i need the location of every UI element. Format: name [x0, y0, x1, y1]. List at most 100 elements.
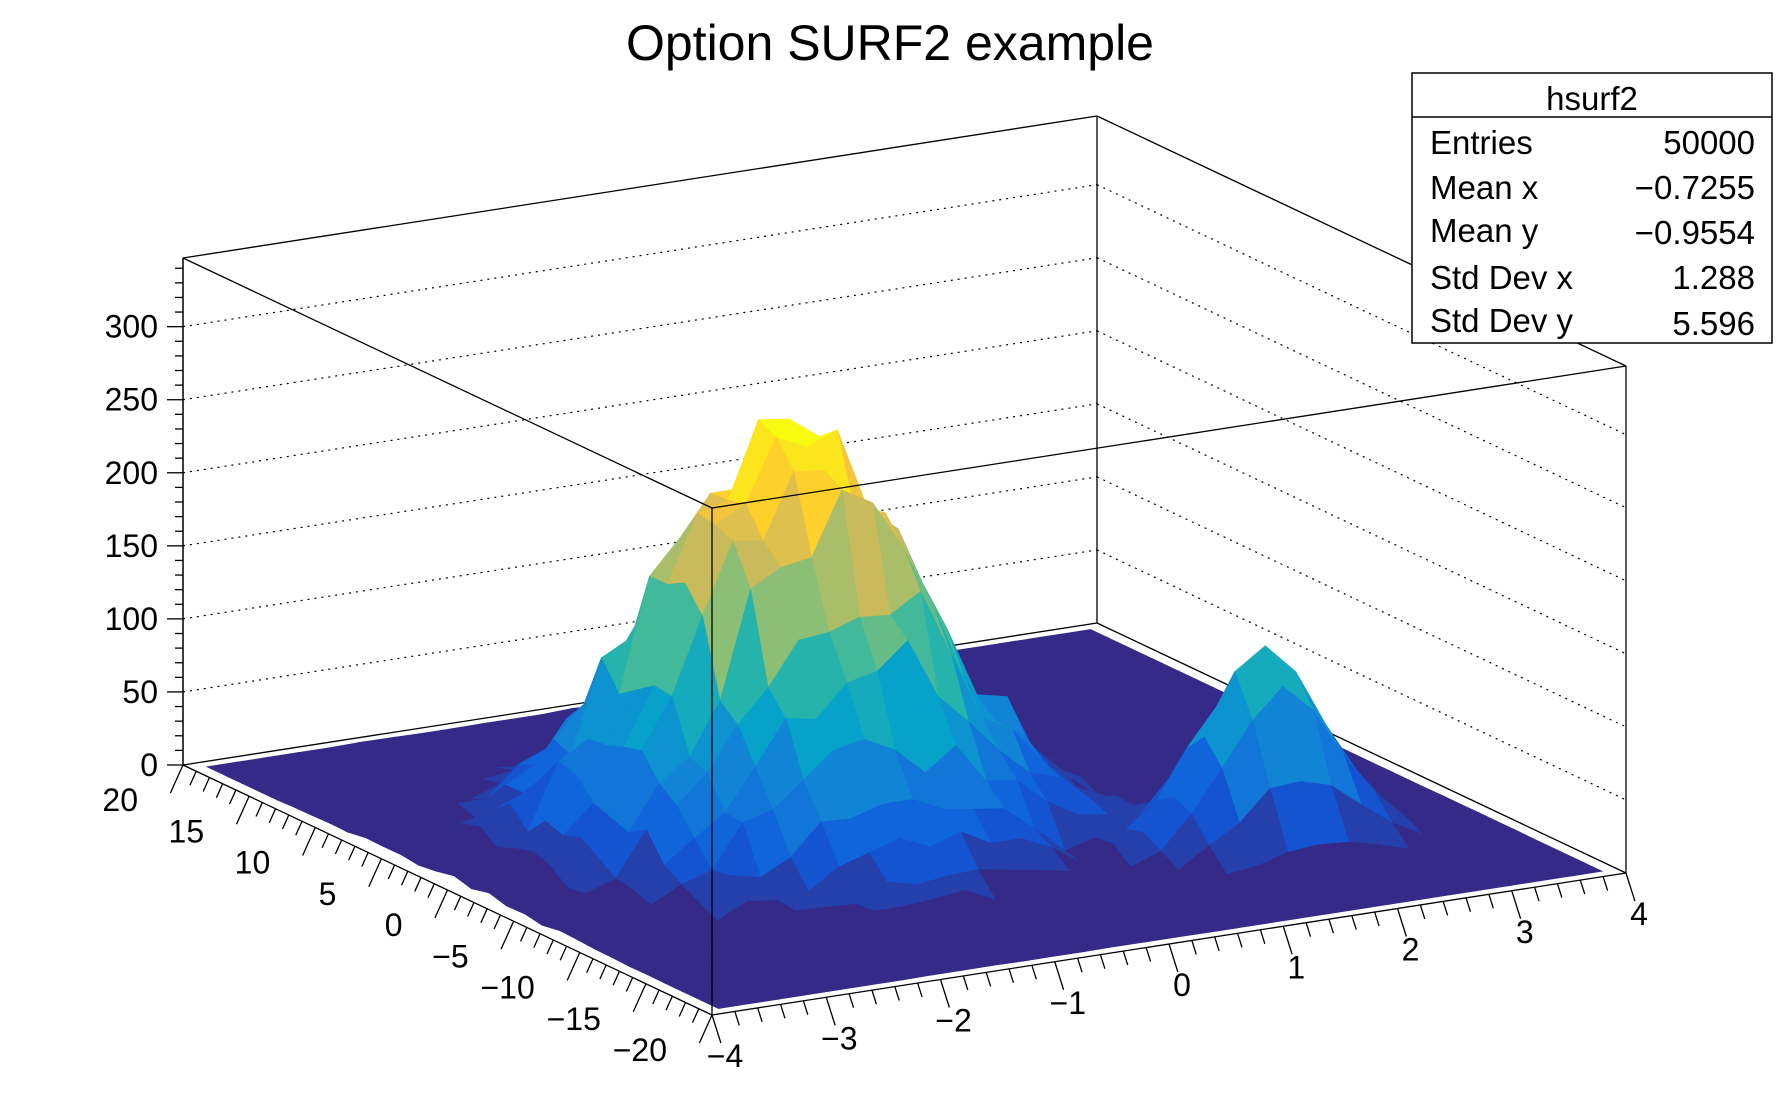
x-tick-label: 4 [1630, 896, 1648, 932]
y-tick-label: 5 [319, 876, 337, 912]
top-edge [182, 115, 1098, 259]
y-major-tick [500, 920, 515, 950]
x-minor-tick [1374, 911, 1380, 927]
x-minor-tick [1122, 950, 1129, 966]
y-minor-tick [546, 939, 554, 955]
top-edge [182, 257, 713, 509]
z-tick-label: 100 [105, 601, 158, 637]
z-tick-label: 200 [105, 455, 158, 491]
y-tick-label: 10 [235, 845, 271, 881]
stats-box[interactable]: hsurf2 Entries 50000 Mean x −0.7255 Mean… [1411, 72, 1773, 344]
y-minor-tick [612, 970, 621, 986]
y-minor-tick [480, 908, 488, 924]
x-minor-tick [734, 1011, 740, 1026]
y-minor-tick [493, 914, 501, 930]
y-minor-tick [189, 770, 197, 786]
x-minor-tick [1236, 933, 1243, 948]
y-minor-tick [295, 820, 303, 836]
y-minor-tick [467, 902, 475, 917]
x-minor-tick [1191, 940, 1197, 955]
stats-label-stddev-y: Std Dev y [1430, 302, 1574, 339]
x-minor-tick [1442, 901, 1449, 916]
stats-label-mean-y: Mean y [1430, 212, 1539, 249]
stats-value-stddev-x: 1.288 [1672, 259, 1755, 296]
y-tick-label: −10 [480, 970, 534, 1006]
z-tick-label: 50 [122, 674, 158, 710]
y-minor-tick [202, 777, 211, 792]
x-major-tick [1282, 926, 1293, 955]
y-major-tick [632, 983, 647, 1013]
y-minor-tick [321, 833, 330, 849]
y-tick-label: −5 [432, 938, 468, 974]
stats-label-stddev-x: Std Dev x [1430, 259, 1574, 296]
y-minor-tick [361, 852, 369, 867]
x-minor-tick [962, 975, 969, 991]
x-major-tick [939, 979, 950, 1008]
grid-line [182, 330, 1098, 474]
x-minor-tick [1305, 922, 1312, 937]
y-tick-label: −20 [613, 1032, 667, 1068]
x-minor-tick [985, 972, 992, 987]
y-major-tick [302, 827, 316, 856]
x-tick-label: −1 [1050, 985, 1086, 1021]
x-minor-tick [1008, 968, 1015, 984]
x-minor-tick [1465, 897, 1472, 913]
x-minor-tick [1351, 915, 1357, 930]
x-minor-tick [802, 1000, 809, 1015]
y-tick-label: 20 [102, 782, 138, 818]
y-minor-tick [334, 839, 343, 855]
surface [205, 418, 1604, 1009]
x-minor-tick [1328, 918, 1334, 934]
x-major-tick [1054, 961, 1065, 990]
y-minor-tick [665, 995, 673, 1011]
stats-value-mean-x: −0.7255 [1635, 169, 1755, 206]
surface-patch [699, 994, 751, 1009]
stats-value-mean-y: −0.9554 [1635, 214, 1755, 251]
x-minor-tick [1579, 879, 1586, 895]
grid-line [182, 257, 1098, 401]
x-minor-tick [1076, 958, 1083, 973]
stats-label-entries: Entries [1430, 124, 1533, 161]
y-minor-tick [400, 870, 409, 886]
grid-line [1096, 403, 1627, 655]
x-major-tick [825, 997, 836, 1026]
y-minor-tick [519, 927, 528, 942]
y-minor-tick [427, 883, 435, 899]
y-major-tick [368, 858, 382, 888]
z-tick-label: 250 [105, 382, 158, 418]
x-minor-tick [1214, 936, 1220, 952]
x-minor-tick [1556, 883, 1563, 898]
x-minor-tick [1419, 904, 1426, 920]
y-minor-tick [625, 977, 634, 992]
x-minor-tick [871, 989, 877, 1005]
grid-line [182, 184, 1098, 328]
y-tick-label: −15 [547, 1001, 601, 1037]
y-major-tick [169, 764, 184, 794]
y-minor-tick [268, 808, 277, 824]
x-minor-tick [1488, 894, 1494, 909]
stats-title: hsurf2 [1546, 80, 1638, 117]
y-minor-tick [414, 877, 422, 892]
y-minor-tick [533, 933, 541, 949]
x-minor-tick [848, 993, 855, 1008]
x-tick-label: −4 [707, 1038, 743, 1074]
x-tick-label: −2 [935, 1003, 971, 1039]
y-minor-tick [559, 945, 568, 961]
y-major-tick [566, 952, 581, 981]
y-tick-label: 0 [385, 907, 403, 943]
y-major-tick [235, 795, 250, 825]
grid-line [1096, 330, 1627, 582]
y-minor-tick [678, 1002, 687, 1017]
stats-label-mean-x: Mean x [1430, 169, 1539, 206]
y-minor-tick [599, 964, 607, 980]
y-major-tick [434, 889, 449, 919]
z-tick-label: 0 [140, 747, 158, 783]
x-minor-tick [1259, 929, 1266, 944]
x-tick-label: 2 [1402, 932, 1420, 968]
grid-line [182, 403, 1098, 547]
stats-value-entries: 50000 [1663, 124, 1755, 161]
x-minor-tick [779, 1004, 786, 1019]
z-tick-label: 300 [105, 309, 158, 345]
